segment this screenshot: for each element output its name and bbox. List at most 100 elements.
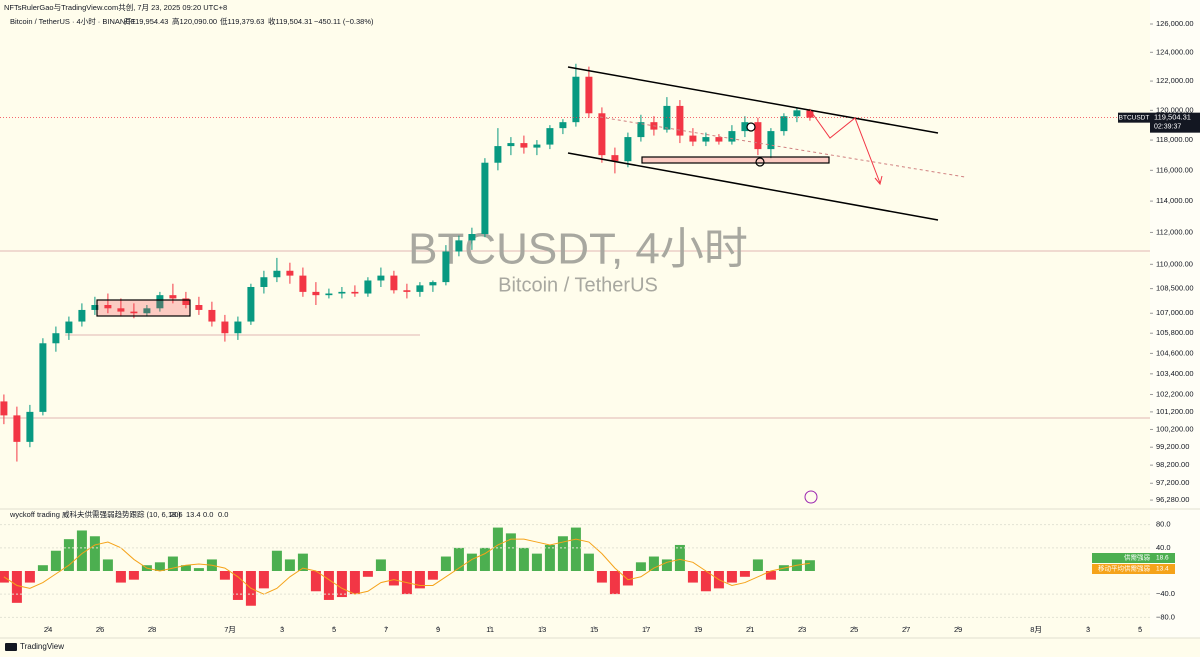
- histogram-bar: [518, 547, 529, 571]
- candle-body: [325, 293, 333, 296]
- candle-body: [91, 305, 99, 310]
- candle-body: [468, 234, 476, 241]
- candle-body: [234, 321, 242, 334]
- series-badge-value: 13.4: [1156, 566, 1169, 573]
- candle-body: [39, 343, 47, 412]
- y-tick-label: 108,500.00: [1156, 284, 1194, 293]
- price-axis-bg: [1150, 0, 1200, 638]
- histogram-bar: [687, 571, 698, 583]
- support-box: [641, 156, 830, 164]
- legend-value: 13.4: [186, 510, 201, 519]
- candle-body: [494, 146, 502, 163]
- ohlc-high: 高120,090.00: [172, 16, 217, 26]
- symbol: Bitcoin / TetherUS · 4小时 · BINANCE: [10, 16, 136, 26]
- range-box: [96, 299, 191, 317]
- x-tick-label: 7: [384, 625, 388, 634]
- candle-body: [273, 270, 281, 278]
- y-tick-label: 107,000.00: [1156, 308, 1194, 317]
- candle-body: [169, 295, 177, 299]
- x-tick-label: 11: [486, 625, 494, 634]
- candle-body: [481, 162, 489, 235]
- candle-body: [260, 277, 268, 287]
- candle-body: [559, 122, 567, 129]
- candle-body: [351, 291, 359, 294]
- y-tick-label: −80.0: [1156, 612, 1175, 621]
- y-tick-label: 114,000.00: [1156, 196, 1193, 205]
- histogram-bar: [24, 571, 35, 583]
- x-tick-label: 9: [436, 625, 440, 634]
- x-tick-label: 13: [538, 625, 546, 634]
- histogram-bar: [622, 571, 633, 586]
- symbol-badge-text: BTCUSDT: [1119, 114, 1150, 121]
- candle-body: [793, 110, 801, 117]
- candle-body: [611, 155, 619, 162]
- y-tick-label: 100,200.00: [1156, 424, 1194, 433]
- channel-upper: [567, 66, 939, 134]
- x-tick-label: 19: [694, 625, 702, 634]
- x-tick-label: 26: [96, 625, 104, 634]
- series-badge-name: 移动平均供需强弱: [1098, 564, 1150, 573]
- arrow-head: [874, 175, 883, 186]
- series-badge-value: 18.6: [1156, 555, 1169, 562]
- y-tick-label: 101,200.00: [1156, 407, 1194, 416]
- ohlc-low: 低119,379.63: [220, 16, 264, 26]
- y-tick-label: 104,600.00: [1156, 348, 1194, 357]
- candle-body: [767, 131, 775, 150]
- countdown-text: 02:39:37: [1154, 124, 1181, 131]
- y-tick-label: 110,000.00: [1156, 259, 1193, 268]
- histogram-bar: [50, 550, 61, 571]
- x-tick-label: 8月: [1030, 625, 1042, 634]
- indicator-title: wyckoff trading 威科夫供需强弱趋势跟踪 (10, 6, 20): [9, 509, 181, 519]
- marker-circle: [755, 157, 765, 167]
- histogram-bar: [479, 547, 490, 571]
- candle-body: [741, 122, 749, 132]
- histogram-bar: [63, 539, 74, 571]
- series-badge: [1092, 553, 1175, 563]
- histogram-bar: [310, 571, 321, 592]
- histogram-bar: [544, 544, 555, 571]
- histogram-bar: [297, 553, 308, 571]
- histogram-bar: [700, 571, 711, 592]
- histogram-bar: [466, 553, 477, 571]
- histogram-bar: [414, 571, 425, 589]
- watermark-title: BTCUSDT, 4小时: [408, 225, 748, 274]
- histogram-bar: [89, 536, 100, 571]
- histogram-bar: [362, 571, 373, 577]
- ohlc-open: 开119,954.43: [124, 17, 168, 26]
- histogram-bar: [531, 553, 542, 571]
- histogram-bar: [583, 553, 594, 571]
- legend-value: 0.0: [218, 510, 228, 519]
- y-tick-label: 96,280.00: [1156, 495, 1189, 504]
- y-tick-label: 98,200.00: [1156, 460, 1189, 469]
- attribution: NFTsRulerGao与TradingView.com共创, 7月 23, 2…: [4, 2, 227, 12]
- candle-body: [377, 275, 385, 281]
- histogram-bar: [258, 571, 269, 589]
- ma-line: [3, 538, 810, 595]
- candle-body: [299, 275, 307, 292]
- candle-body: [442, 251, 450, 283]
- x-tick-label: 3: [280, 625, 284, 634]
- histogram-bar: [11, 571, 22, 603]
- candle-body: [286, 270, 294, 276]
- y-tick-label: 105,800.00: [1156, 328, 1194, 337]
- candle-body: [65, 321, 73, 334]
- event-icon: [804, 490, 818, 504]
- ohlc-close: 收119,504.31: [268, 16, 312, 26]
- symbol-badge: [1118, 112, 1150, 123]
- candle-body: [13, 415, 21, 442]
- histogram-bar: [505, 533, 516, 571]
- legend-value: 18.6: [168, 510, 183, 519]
- histogram-bar: [739, 571, 750, 577]
- candle-body: [52, 333, 60, 344]
- histogram-bar: [37, 565, 48, 571]
- candle-body: [780, 116, 788, 132]
- histogram-bar: [674, 544, 685, 571]
- histogram-bar: [154, 562, 165, 571]
- price-change: −450.11 (−0.38%): [314, 17, 374, 26]
- y-tick-label: 124,000.00: [1156, 47, 1194, 56]
- x-tick-label: 5: [332, 625, 336, 634]
- candle-body: [182, 298, 190, 306]
- histogram-bar: [492, 527, 503, 571]
- y-tick-label: 116,000.00: [1156, 165, 1193, 174]
- y-tick-label: −40.0: [1156, 589, 1175, 598]
